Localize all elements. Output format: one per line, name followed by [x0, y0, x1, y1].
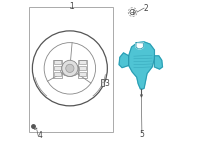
Text: 5: 5 — [139, 130, 144, 139]
Circle shape — [66, 64, 74, 72]
Text: 2: 2 — [143, 4, 148, 13]
Polygon shape — [154, 56, 162, 69]
Circle shape — [62, 60, 78, 76]
Bar — [54, 60, 61, 64]
Bar — [54, 72, 61, 76]
Bar — [79, 60, 86, 64]
Polygon shape — [119, 53, 129, 68]
Bar — [79, 66, 86, 70]
Polygon shape — [129, 42, 154, 89]
Bar — [78, 60, 87, 78]
Bar — [79, 72, 86, 76]
Text: 3: 3 — [104, 78, 109, 88]
Bar — [29, 7, 113, 132]
Text: 1: 1 — [69, 2, 74, 11]
Text: 4: 4 — [38, 131, 43, 141]
Bar — [101, 79, 104, 86]
Bar — [54, 66, 61, 70]
Bar — [53, 60, 62, 78]
Polygon shape — [136, 43, 143, 49]
Ellipse shape — [60, 63, 79, 76]
